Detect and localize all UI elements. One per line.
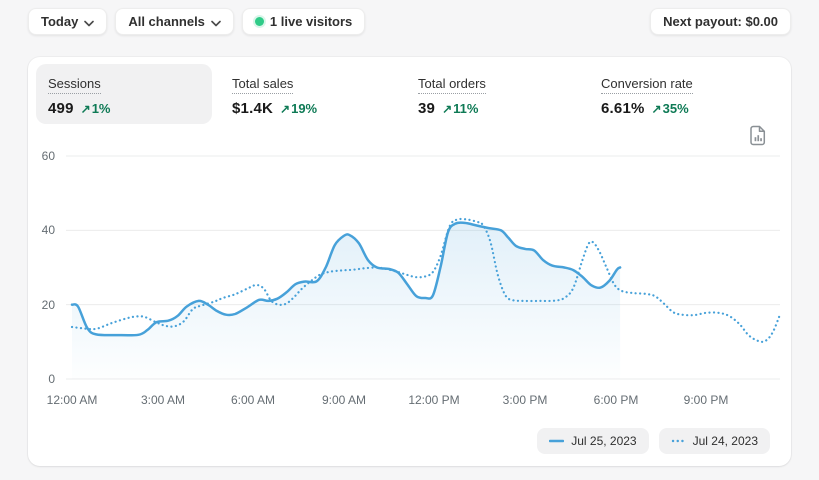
metric-delta: ↗ 11% [442,101,479,116]
x-axis-tick: 6:00 AM [230,393,276,407]
metric-label: Conversion rate [601,76,693,94]
export-report-icon[interactable] [748,125,768,149]
y-axis-tick: 40 [41,223,55,237]
channels-button[interactable]: All channels [115,8,234,35]
y-axis-tick: 20 [41,298,55,312]
metric-value: 499 [48,100,74,117]
increase-arrow-icon: ↗ [651,102,662,116]
metric-delta: ↗ 1% [80,101,111,116]
channels-label: All channels [128,14,205,29]
chevron-down-icon [84,15,95,30]
metric-value: 6.61% [601,100,645,117]
metric-tab-total-sales[interactable]: Total sales $1.4K ↗ 19% [232,75,317,117]
chart-legend: Jul 25, 2023 Jul 24, 2023 [537,428,770,454]
x-axis-tick: 9:00 PM [683,393,729,407]
metric-tab-sessions[interactable]: Sessions 499 ↗ 1% [36,64,212,124]
solid-line-swatch-icon [549,439,565,443]
x-axis-tick: 9:00 AM [321,393,367,407]
live-visitors-label: 1 live visitors [269,14,353,29]
metric-tab-total-orders[interactable]: Total orders 39 ↗ 11% [418,75,486,117]
legend-item-jul-25[interactable]: Jul 25, 2023 [537,428,649,454]
metric-value: $1.4K [232,100,274,117]
x-axis-tick: 3:00 AM [140,393,186,407]
x-axis-tick: 12:00 PM [408,393,460,407]
top-bar: Today All channels 1 live visitors Next … [28,8,791,35]
y-axis-tick: 60 [41,149,55,163]
dotted-line-swatch-icon [671,439,686,443]
next-payout-label: Next payout: $0.00 [663,14,778,29]
legend-label: Jul 24, 2023 [692,434,758,448]
date-range-button[interactable]: Today [28,8,108,35]
sessions-line-chart[interactable] [28,57,791,466]
metric-label: Total sales [232,76,294,94]
metric-delta: ↗ 19% [280,101,318,116]
increase-arrow-icon: ↗ [280,102,291,116]
metric-delta: ↗ 35% [651,101,689,116]
next-payout-button[interactable]: Next payout: $0.00 [650,8,791,35]
legend-label: Jul 25, 2023 [571,434,637,448]
live-visitors-badge[interactable]: 1 live visitors [241,8,366,35]
legend-item-jul-24[interactable]: Jul 24, 2023 [658,428,770,454]
filter-row: Today All channels 1 live visitors [28,8,366,35]
metric-label: Sessions [48,76,101,94]
live-dot-icon [254,17,264,26]
metric-label: Total orders [418,76,486,94]
x-axis-tick: 12:00 AM [46,393,98,407]
increase-arrow-icon: ↗ [80,102,91,116]
analytics-card: Sessions 499 ↗ 1% Total sales $1.4K ↗ 19% … [28,57,791,466]
x-axis-tick: 3:00 PM [502,393,548,407]
metric-tab-conversion-rate[interactable]: Conversion rate 6.61% ↗ 35% [601,75,693,117]
metric-value: 39 [418,100,436,117]
x-axis-tick: 6:00 PM [593,393,639,407]
date-range-label: Today [41,14,79,29]
y-axis-tick: 0 [48,372,55,386]
increase-arrow-icon: ↗ [442,102,453,116]
chevron-down-icon [211,15,221,30]
